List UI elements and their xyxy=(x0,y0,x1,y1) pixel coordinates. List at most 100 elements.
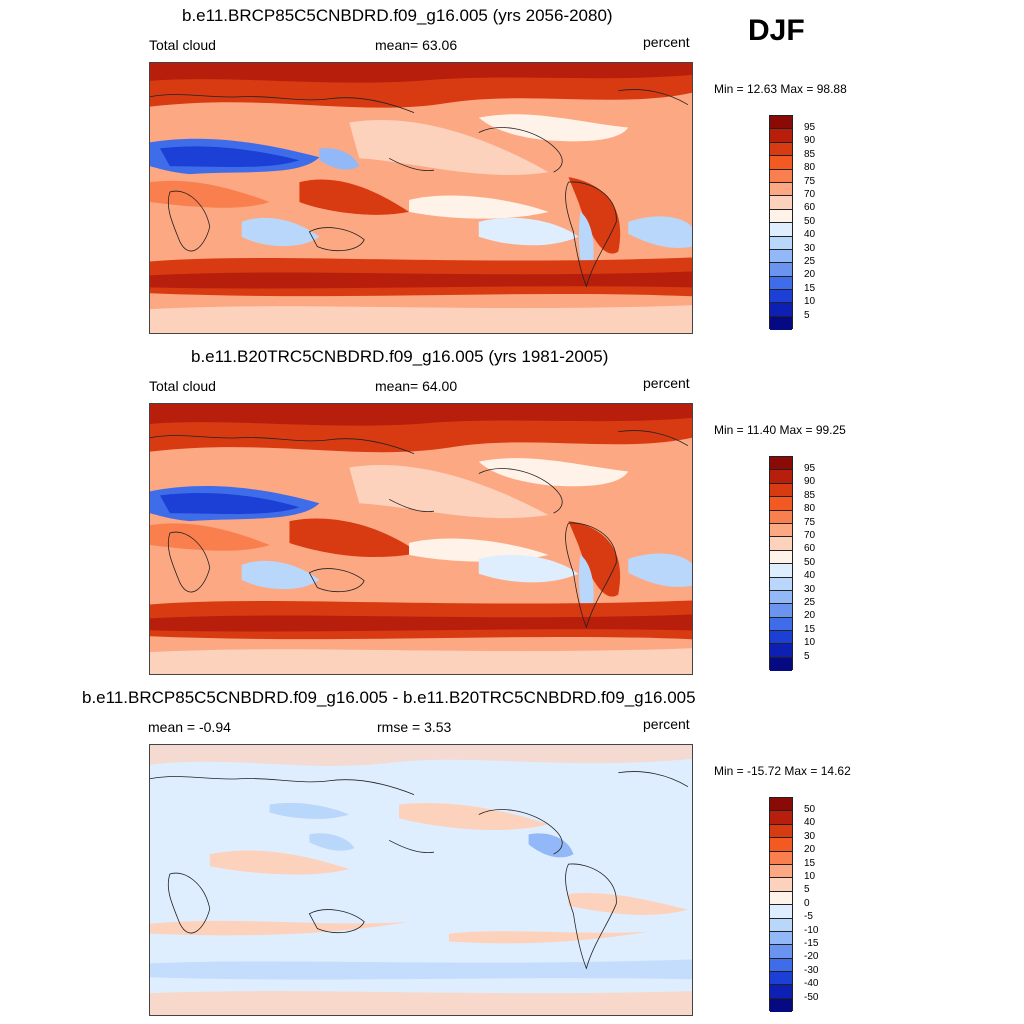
colorbar-tick-label: 15 xyxy=(804,857,816,869)
colorbar-swatch xyxy=(770,631,792,645)
colorbar-tick-label: 40 xyxy=(804,229,816,241)
colorbar-tick-label: 50 xyxy=(804,804,816,815)
colorbar-tick-label: 50 xyxy=(804,215,816,227)
colorbar-swatch xyxy=(770,604,792,618)
colorbar-swatch xyxy=(770,142,792,157)
mean-label: mean= 64.00 xyxy=(375,378,458,394)
units-label: percent xyxy=(643,375,690,391)
colorbar-tick-label: 70 xyxy=(804,530,816,541)
colorbar-swatch xyxy=(770,196,792,210)
colorbar-swatch xyxy=(770,116,792,130)
colorbar-swatch xyxy=(770,303,792,317)
colorbar-tick-label: 85 xyxy=(804,489,816,501)
colorbar-swatch xyxy=(770,457,792,471)
colorbar-swatch xyxy=(770,276,792,291)
minmax-label: Min = 12.63 Max = 98.88 xyxy=(714,82,847,96)
mean-label: mean = -0.94 xyxy=(148,719,231,735)
colorbar-swatch xyxy=(770,657,792,672)
colorbar-tick-label: 95 xyxy=(804,122,816,133)
colorbar-tick-label: 40 xyxy=(804,570,816,582)
colorbar-swatch xyxy=(770,905,792,919)
cloud-map-future xyxy=(149,62,693,334)
colorbar-swatch xyxy=(770,617,792,632)
colorbar-swatch xyxy=(770,263,792,277)
colorbar-tick-label: 10 xyxy=(804,871,816,882)
colorbar-swatch xyxy=(770,811,792,825)
colorbar-swatch xyxy=(770,129,792,143)
panel-difference: b.e11.BRCP85C5CNBDRD.f09_g16.005 - b.e11… xyxy=(0,682,1024,1023)
colorbar-tick-label: -15 xyxy=(804,938,819,949)
colorbar-swatch xyxy=(770,972,792,986)
panel-title: b.e11.BRCP85C5CNBDRD.f09_g16.005 - b.e11… xyxy=(82,688,696,707)
colorbar-tick-label: -30 xyxy=(804,964,819,976)
colorbar-swatch xyxy=(770,851,792,865)
colorbar-swatch xyxy=(770,958,792,973)
colorbar-tick-label: -50 xyxy=(804,991,819,1003)
colorbar-tick-label: 85 xyxy=(804,148,816,160)
colorbar-swatch xyxy=(770,223,792,237)
colorbar-tick-label: 15 xyxy=(804,623,816,635)
colorbar-swatch xyxy=(770,945,792,959)
colorbar-swatch xyxy=(770,824,792,839)
minmax-label: Min = 11.40 Max = 99.25 xyxy=(714,423,846,437)
colorbar-swatch xyxy=(770,644,792,658)
colorbar-swatch xyxy=(770,249,792,264)
colorbar-tick-label: 30 xyxy=(804,583,816,595)
colorbar-tick-label: 5 xyxy=(804,884,810,896)
colorbar-swatch xyxy=(770,838,792,852)
colorbar-tick-label: 75 xyxy=(804,175,816,187)
mean-label: mean= 63.06 xyxy=(375,37,458,53)
colorbar xyxy=(769,456,793,672)
colorbar-swatch xyxy=(770,537,792,551)
panel-historical: b.e11.B20TRC5CNBDRD.f09_g16.005 (yrs 198… xyxy=(0,341,1024,682)
colorbar-tick-label: 30 xyxy=(804,242,816,254)
colorbar-swatch xyxy=(770,891,792,906)
colorbar-tick-label: -10 xyxy=(804,924,819,936)
colorbar-tick-label: 15 xyxy=(804,282,816,294)
colorbar-tick-label: 10 xyxy=(804,637,816,649)
colorbar-tick-label: -20 xyxy=(804,951,819,963)
season-label: DJF xyxy=(748,14,805,47)
colorbar-swatch xyxy=(770,864,792,879)
colorbar-swatch xyxy=(770,209,792,224)
colorbar-tick-label: 25 xyxy=(804,597,816,608)
cloud-map-historical xyxy=(149,403,693,675)
panel-title: b.e11.B20TRC5CNBDRD.f09_g16.005 (yrs 198… xyxy=(191,347,609,366)
colorbar-tick-label: -40 xyxy=(804,978,819,990)
colorbar-swatch xyxy=(770,985,792,999)
colorbar-tick-label: 50 xyxy=(804,556,816,568)
colorbar xyxy=(769,115,793,331)
colorbar-tick-label: 80 xyxy=(804,503,816,515)
colorbar-swatch xyxy=(770,316,792,331)
colorbar-tick-label: 10 xyxy=(804,296,816,308)
colorbar-tick-label: -5 xyxy=(804,911,813,923)
colorbar xyxy=(769,797,793,1013)
colorbar-swatch xyxy=(770,878,792,892)
colorbar-tick-label: 90 xyxy=(804,476,816,488)
colorbar-tick-label: 30 xyxy=(804,830,816,842)
colorbar-tick-label: 25 xyxy=(804,256,816,267)
colorbar-swatch xyxy=(770,156,792,170)
colorbar-tick-label: 40 xyxy=(804,817,816,829)
colorbar-tick-label: 60 xyxy=(804,543,816,555)
colorbar-swatch xyxy=(770,510,792,524)
colorbar-swatch xyxy=(770,590,792,605)
colorbar-tick-label: 80 xyxy=(804,162,816,174)
colorbar-swatch xyxy=(770,577,792,591)
colorbar-swatch xyxy=(770,918,792,932)
colorbar-swatch xyxy=(770,798,792,812)
colorbar-swatch xyxy=(770,182,792,197)
colorbar-swatch xyxy=(770,497,792,511)
colorbar-tick-label: 75 xyxy=(804,516,816,528)
panel-title: b.e11.BRCP85C5CNBDRD.f09_g16.005 (yrs 20… xyxy=(182,6,613,25)
rmse-label: rmse = 3.53 xyxy=(377,719,452,735)
cloud-map-difference xyxy=(149,744,693,1016)
colorbar-swatch xyxy=(770,931,792,946)
colorbar-tick-label: 0 xyxy=(804,897,810,909)
colorbar-tick-label: 5 xyxy=(804,309,810,321)
colorbar-tick-label: 20 xyxy=(804,844,816,856)
variable-label: Total cloud xyxy=(149,378,216,394)
colorbar-tick-label: 20 xyxy=(804,610,816,622)
colorbar-swatch xyxy=(770,564,792,578)
units-label: percent xyxy=(643,716,690,732)
